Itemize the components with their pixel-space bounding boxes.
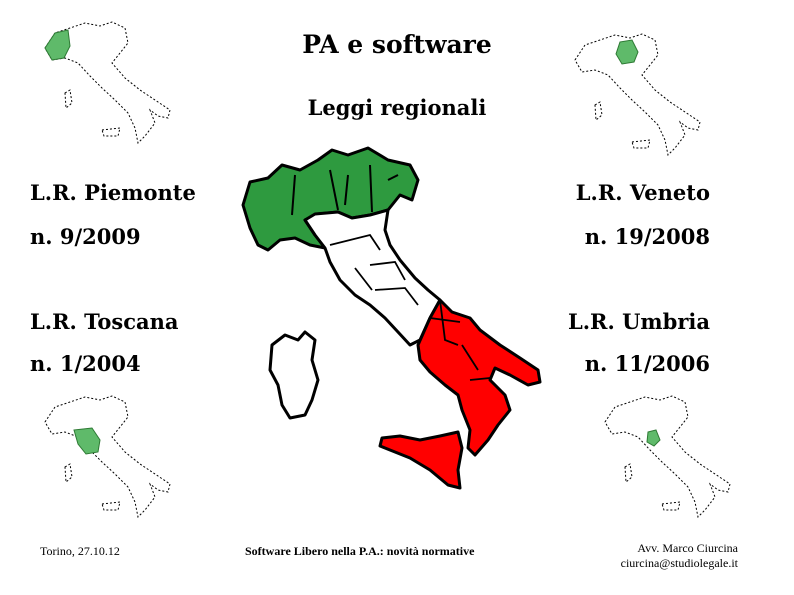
footer-date: Torino, 27.10.12 xyxy=(40,544,120,558)
footer-email: ciurcina@studiolegale.it xyxy=(620,556,738,570)
footer-author: Avv. Marco Ciurcina xyxy=(637,541,738,555)
slide-subtitle: Leggi regionali xyxy=(307,95,487,120)
footer-presentation-title: Software Libero nella P.A.: novità norma… xyxy=(245,544,475,558)
law-piemonte-label: L.R. Piemonte xyxy=(30,180,196,205)
mini-map-umbria xyxy=(604,395,731,519)
sicily-island xyxy=(378,430,464,490)
sardinia-island xyxy=(268,330,320,420)
mini-map-veneto xyxy=(574,33,701,157)
law-toscana-number: n. 1/2004 xyxy=(30,351,141,376)
law-veneto-number: n. 19/2008 xyxy=(584,224,710,249)
law-toscana-label: L.R. Toscana xyxy=(30,309,179,334)
veneto-highlight xyxy=(615,39,639,65)
mini-map-piemonte xyxy=(44,21,171,145)
law-umbria-label: L.R. Umbria xyxy=(567,309,710,334)
toscana-highlight xyxy=(73,427,101,455)
law-veneto-label: L.R. Veneto xyxy=(575,180,710,205)
mini-map-toscana xyxy=(44,395,171,519)
law-umbria-number: n. 11/2006 xyxy=(584,351,710,376)
south-italy-region xyxy=(416,298,542,457)
law-piemonte-number: n. 9/2009 xyxy=(30,224,141,249)
slide-title: PA e software xyxy=(302,30,492,59)
center-italy-region xyxy=(303,208,442,347)
piemonte-highlight xyxy=(44,29,71,61)
umbria-highlight xyxy=(646,429,661,447)
